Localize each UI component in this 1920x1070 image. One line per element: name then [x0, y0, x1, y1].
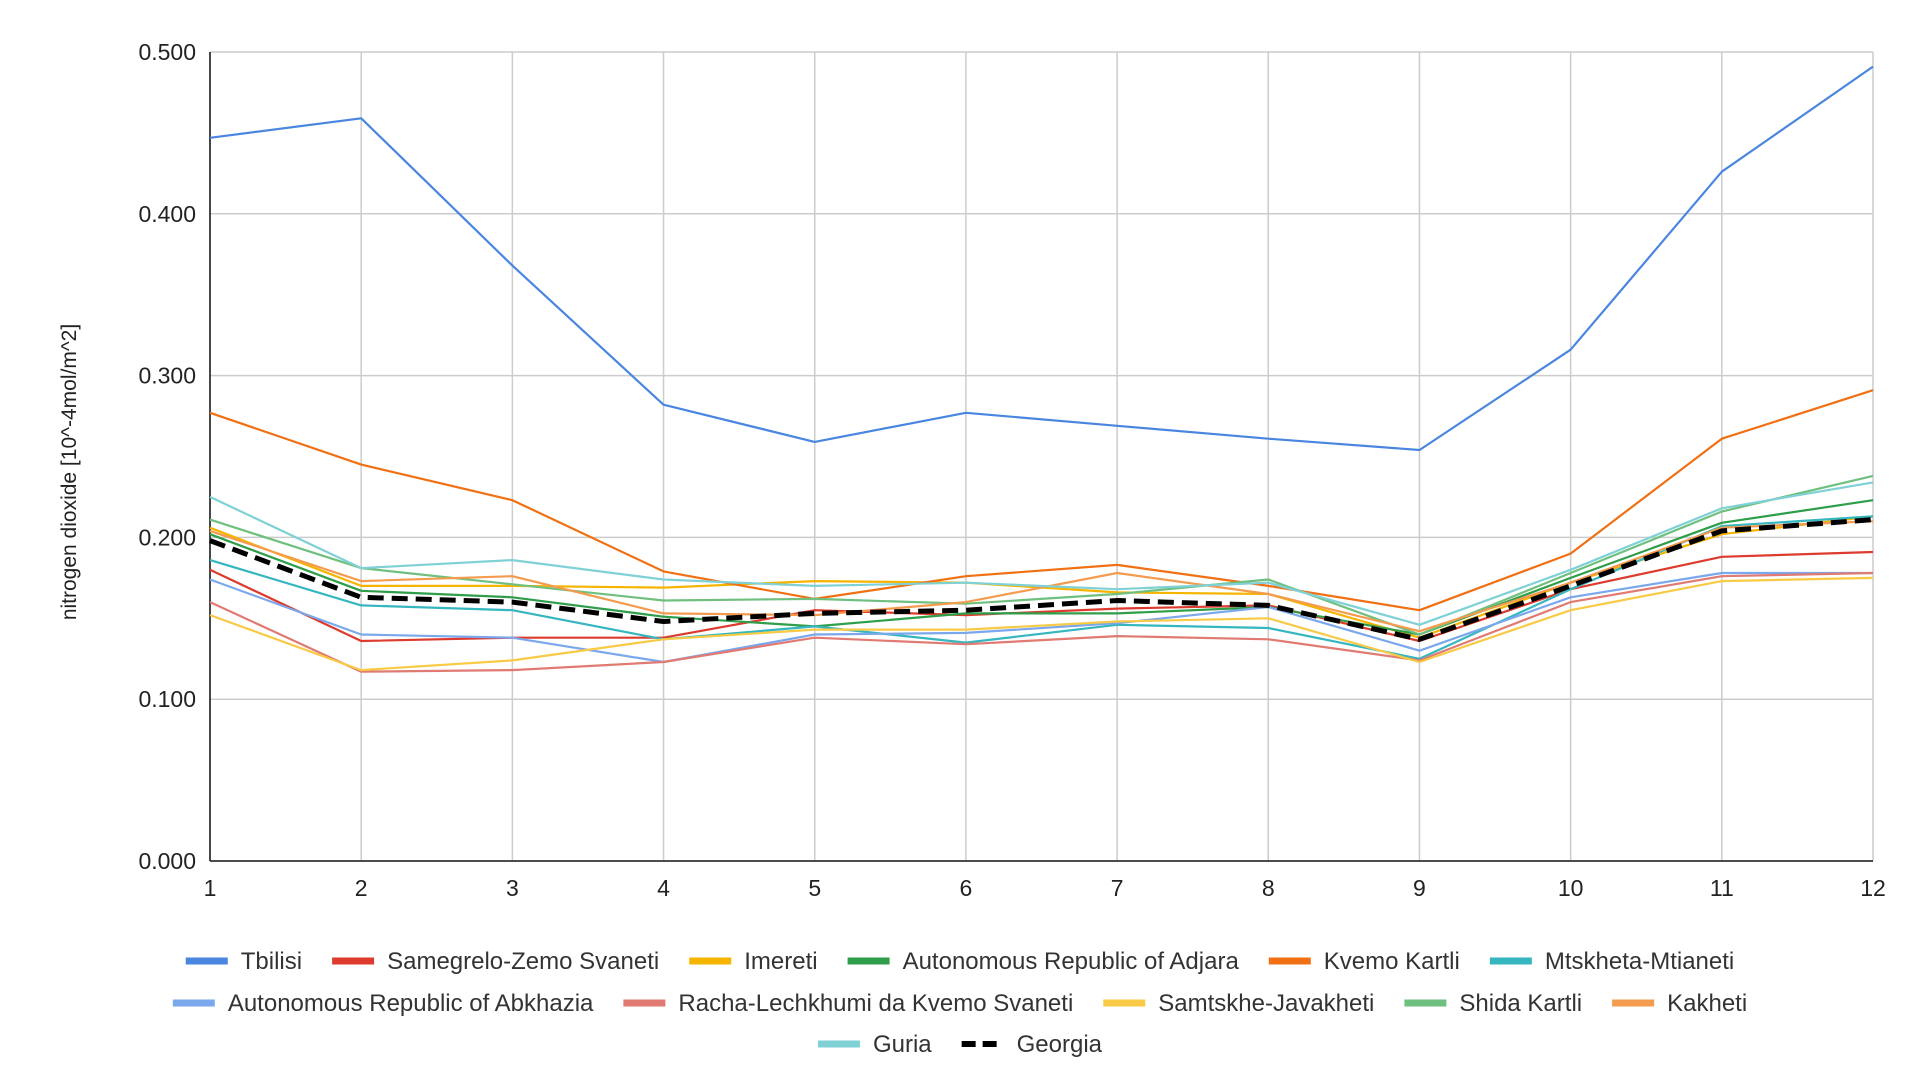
- y-tick-label: 0.500: [138, 39, 196, 65]
- x-tick-label: 9: [1413, 875, 1426, 901]
- x-tick-label: 6: [960, 875, 973, 901]
- legend-item-label: Samegrelo-Zemo Svaneti: [387, 948, 659, 975]
- legend-item-label: Georgia: [1017, 1031, 1103, 1058]
- x-tick-label: 12: [1860, 875, 1886, 901]
- legend-item-label: Imereti: [744, 948, 817, 975]
- series-line-kakheti: [209, 520, 1874, 633]
- x-tick-label: 2: [355, 875, 368, 901]
- legend-item-label: Tbilisi: [241, 948, 302, 975]
- legend-item-label: Kvemo Kartli: [1324, 948, 1460, 975]
- y-tick-label: 0.200: [138, 524, 196, 550]
- legend-item-label: Autonomous Republic of Adjara: [903, 948, 1240, 975]
- x-tick-label: 5: [808, 875, 821, 901]
- series-line-autonomous-republic-of-adjara: [209, 499, 1874, 636]
- legend: Tbilisi Samegrelo-Zemo Svaneti Imereti Auto…: [172, 948, 1747, 1058]
- legend-item-label: Kakheti: [1667, 990, 1747, 1017]
- legend-item-label: Autonomous Republic of Abkhazia: [228, 990, 594, 1017]
- series-line-georgia: [209, 517, 1874, 642]
- x-tick-label: 8: [1262, 875, 1275, 901]
- legend-item-label: Racha-Lechkhumi da Kvemo Svaneti: [678, 990, 1073, 1017]
- legend-item-label: Guria: [873, 1031, 932, 1058]
- legend-item-label: Shida Kartli: [1459, 990, 1582, 1017]
- legend-item-label: Samtskhe-Javakheti: [1158, 990, 1374, 1017]
- series-line-samtskhe-javakheti: [209, 576, 1874, 672]
- x-tick-label: 3: [506, 875, 519, 901]
- x-tick-label: 1: [204, 875, 217, 901]
- x-tick-label: 11: [1710, 875, 1734, 901]
- y-tick-label: 0.000: [138, 848, 196, 874]
- series-line-shida-kartli: [209, 474, 1874, 636]
- series-lines: [209, 65, 1874, 673]
- series-line-racha-lechkhumi-da-kvemo-svaneti: [209, 571, 1874, 673]
- series-line-mtskheta-mtianeti: [209, 515, 1874, 660]
- series-line-tbilisi: [209, 65, 1874, 452]
- legend-item-label: Mtskheta-Mtianeti: [1545, 948, 1734, 975]
- series-line-kvemo-kartli: [209, 389, 1874, 612]
- y-tick-label: 0.400: [138, 201, 196, 227]
- gridlines: [210, 51, 1874, 861]
- x-tick-label: 7: [1111, 875, 1124, 901]
- series-line-guria: [209, 481, 1874, 626]
- x-tick-label: 10: [1558, 875, 1584, 901]
- y-tick-label: 0.300: [138, 363, 196, 389]
- x-tick-label: 4: [657, 875, 670, 901]
- y-axis-title: nitrogen dioxide [10^-4mol/m^2]: [58, 324, 81, 620]
- series-line-autonomous-republic-of-abkhazia: [209, 571, 1873, 664]
- y-tick-label: 0.100: [138, 686, 196, 712]
